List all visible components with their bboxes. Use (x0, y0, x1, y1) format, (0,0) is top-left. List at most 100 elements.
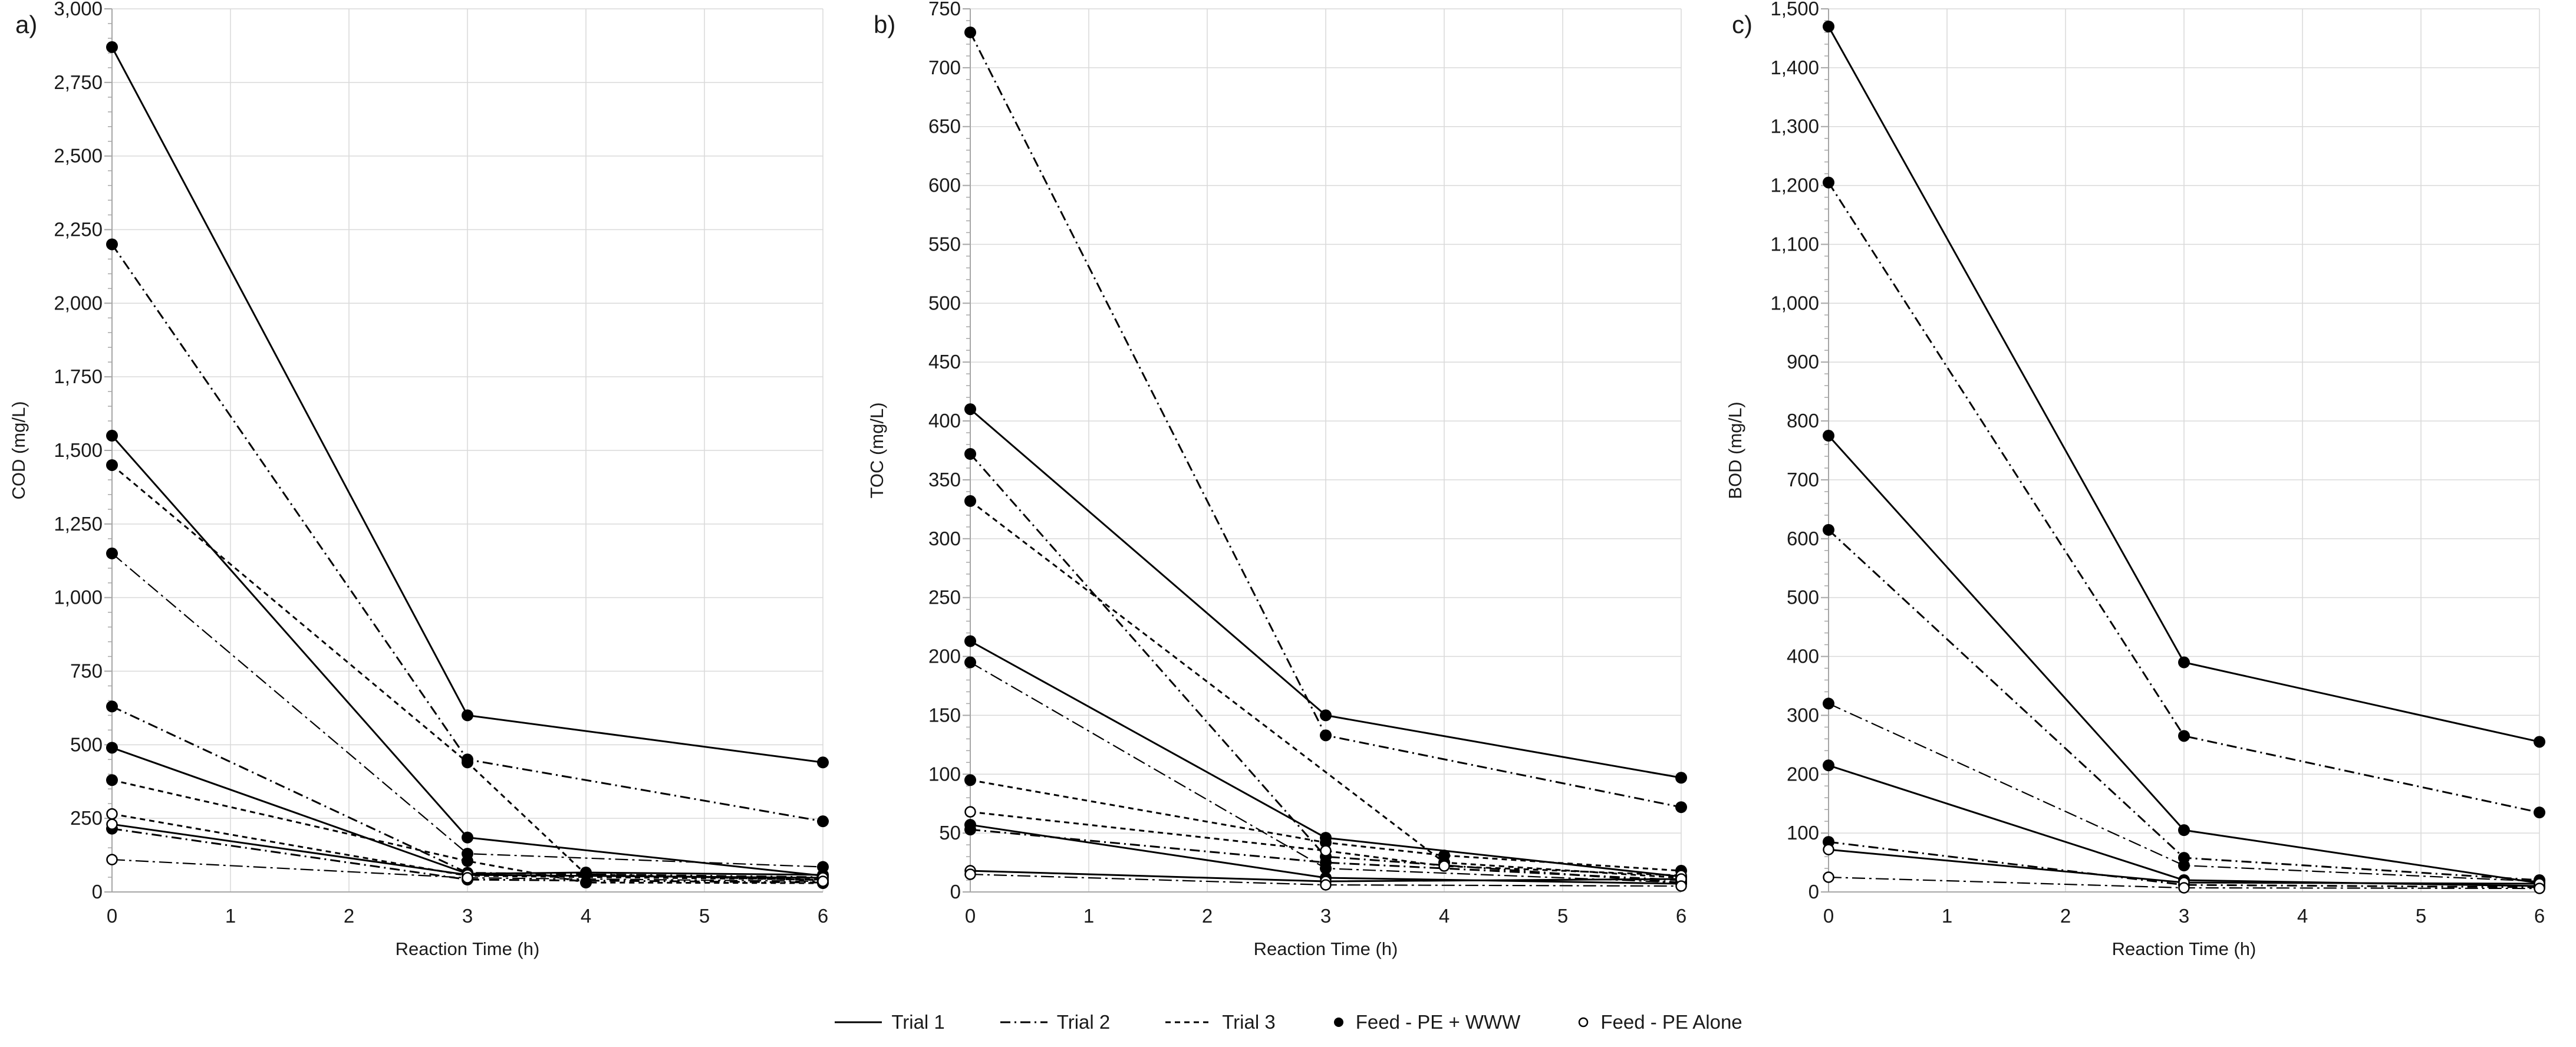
figure: 0 250 500 750 1,000 1,250 1,500 1,750 2,000 2,250… (0, 0, 2575, 1002)
marker-filled-icon (1333, 1018, 1343, 1027)
data-point-filled (106, 742, 118, 754)
data-point-filled (1823, 697, 1834, 710)
legend-label: Feed - PE + WWW (1355, 1011, 1521, 1033)
legend-label: Trial 2 (1056, 1011, 1111, 1033)
data-point-filled (106, 774, 118, 786)
data-point-filled (964, 774, 976, 786)
chart-svg: 0 100 200 300 400 500 600 700 800 900 1,000 1,100 1,… (1725, 0, 2545, 959)
y-tick-label: 350 (928, 469, 961, 490)
data-point-filled (964, 447, 976, 460)
data-point-open (2534, 883, 2545, 894)
y-tick-label: 1,100 (1770, 233, 1819, 255)
y-tick-label: 2,500 (54, 145, 103, 167)
y-tick-label: 500 (70, 733, 103, 755)
data-point-filled (964, 403, 976, 416)
x-tick-label: 2 (344, 905, 354, 927)
series-line-solid (111, 746, 823, 876)
data-point-filled (580, 867, 592, 879)
data-point-filled (462, 831, 473, 844)
panel-letter: c) (1732, 11, 1753, 38)
x-axis-title: Reaction Time (h) (2112, 939, 2257, 959)
y-tick-label: 2,000 (54, 292, 103, 314)
x-tick-label: 5 (699, 905, 710, 927)
data-point-filled (1320, 857, 1332, 869)
data-point-filled (462, 709, 473, 722)
y-tick-label: 0 (92, 881, 103, 903)
data-point-open (964, 868, 976, 880)
series-line-dashed (970, 811, 1682, 877)
data-point-filled (1320, 729, 1332, 742)
x-tick-label: 1 (225, 905, 236, 927)
x-tick-label: 2 (2060, 905, 2071, 927)
data-point-filled (106, 547, 118, 559)
data-point-filled (2178, 656, 2190, 669)
data-point-filled (106, 459, 118, 471)
data-point-filled (1675, 772, 1687, 784)
data-point-filled (106, 700, 118, 713)
y-tick-label: 100 (1787, 822, 1819, 844)
data-point-filled (1823, 430, 1834, 442)
x-tick-label: 1 (1083, 905, 1094, 927)
data-point-open (1823, 844, 1834, 855)
panel-a: 0 250 500 750 1,000 1,250 1,500 1,750 2,000 2,250… (0, 0, 858, 1002)
data-point-open (1320, 845, 1332, 857)
y-tick-label: 900 (1787, 351, 1819, 373)
data-point-filled (1823, 20, 1834, 32)
data-point-open (106, 854, 118, 865)
line-dashed-icon (1165, 1021, 1213, 1023)
x-axis-title: Reaction Time (h) (1254, 939, 1398, 959)
data-point-open (106, 818, 118, 830)
data-point-filled (462, 756, 473, 769)
data-point-filled (817, 756, 829, 769)
x-tick-label: 3 (462, 905, 473, 927)
legend-item: Trial 3 (1164, 1011, 1276, 1033)
marker-open-icon (1579, 1017, 1589, 1028)
series-line-dashdot (111, 828, 823, 884)
data-point-filled (2178, 730, 2190, 742)
x-tick-label: 4 (1439, 905, 1450, 927)
x-tick-label: 6 (818, 905, 828, 927)
line-dashdot-icon (1000, 1021, 1047, 1023)
y-tick-label: 700 (928, 57, 961, 78)
chart-svg: 02505007501,0001,2501,5001,7502,0002,250… (8, 0, 829, 959)
legend-item: Trial 2 (999, 1011, 1110, 1033)
x-tick-label: 4 (2297, 905, 2308, 927)
series-line-dashed (111, 779, 823, 884)
y-tick-label: 400 (928, 410, 961, 432)
y-tick-label: 750 (70, 660, 103, 682)
data-point-open (1823, 871, 1834, 883)
series-line-dashdotlight (1828, 703, 2540, 883)
y-tick-label: 200 (1787, 763, 1819, 785)
y-tick-label: 600 (1787, 528, 1819, 549)
legend-item: Feed - PE + WWW (1330, 1011, 1521, 1033)
panel-c: 0 100 200 300 400 500 600 700 800 900 1,000 1,100 1,… (1717, 0, 2575, 1002)
x-axis-title: Reaction Time (h) (396, 939, 540, 959)
y-tick-label: 1,750 (54, 366, 103, 387)
data-point-open (1438, 860, 1450, 872)
panel-letter: b) (874, 11, 895, 38)
data-point-filled (106, 430, 118, 442)
x-tick-label: 4 (581, 905, 591, 927)
y-tick-label: 650 (928, 116, 961, 137)
y-tick-label: 2,250 (54, 219, 103, 241)
series-line-dashed (970, 779, 1682, 872)
legend-item: Trial 1 (834, 1011, 945, 1033)
y-tick-label: 550 (928, 233, 961, 255)
data-point-filled (462, 855, 473, 867)
panel-letter: a) (15, 11, 37, 38)
data-point-filled (964, 824, 976, 836)
y-tick-label: 500 (1787, 587, 1819, 608)
y-axis-title: TOC (mg/L) (867, 402, 887, 498)
data-point-filled (106, 238, 118, 251)
data-point-open (964, 806, 976, 818)
legend-swatch-filled-circle (1333, 1018, 1343, 1027)
legend-item: Feed - PE Alone (1574, 1011, 1742, 1033)
legend-swatch-open-circle (1579, 1017, 1589, 1028)
data-point-filled (1823, 176, 1834, 189)
data-point-filled (1823, 759, 1834, 772)
y-tick-label: 300 (1787, 704, 1819, 726)
x-tick-label: 5 (2416, 905, 2426, 927)
y-tick-label: 1,300 (1770, 116, 1819, 137)
data-point-filled (964, 635, 976, 647)
y-tick-label: 500 (928, 292, 961, 314)
